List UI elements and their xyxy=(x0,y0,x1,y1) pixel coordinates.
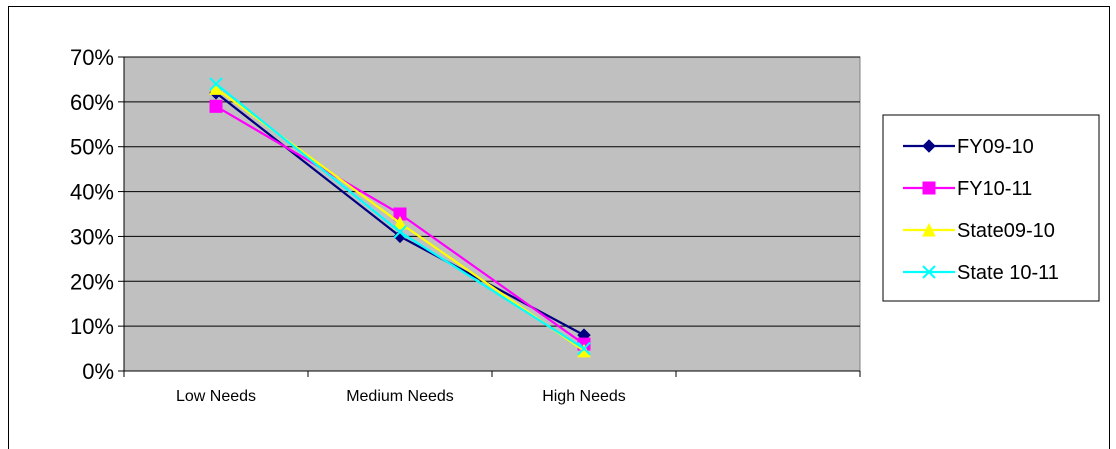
y-tick-label: 60% xyxy=(70,90,114,115)
data-point xyxy=(209,77,223,91)
y-tick-label: 20% xyxy=(70,269,114,294)
chart-frame xyxy=(8,6,1110,449)
legend: FY09-10 FY10-11 State09-10 State 10-11 xyxy=(882,114,1100,302)
gridlines xyxy=(118,56,860,372)
y-axis-tick-labels: 0% 10% 20% 30% 40% 50% 60% 70% xyxy=(70,45,114,384)
legend-label: State 10-11 xyxy=(957,262,1059,284)
y-tick-label: 0% xyxy=(82,359,114,384)
x-category-label: Low Needs xyxy=(176,388,256,405)
series-group xyxy=(209,77,591,358)
legend-label: FY10-11 xyxy=(957,178,1032,200)
legend-item: State09-10 xyxy=(903,220,1055,242)
legend-label: State09-10 xyxy=(957,220,1055,242)
plot-area xyxy=(123,56,861,372)
y-tick-label: 70% xyxy=(70,45,114,70)
data-point xyxy=(393,225,407,239)
data-point xyxy=(393,215,407,230)
x-axis-category-labels: Low Needs Medium Needs High Needs xyxy=(176,388,626,405)
data-point xyxy=(209,81,223,95)
legend-label: FY09-10 xyxy=(957,136,1034,158)
data-point xyxy=(577,341,591,356)
y-tick-label: 30% xyxy=(70,224,114,249)
series-3 xyxy=(209,77,591,356)
legend-item: State 10-11 xyxy=(903,262,1059,284)
data-point xyxy=(209,99,223,113)
y-tick-label: 10% xyxy=(70,314,114,339)
axes xyxy=(123,57,861,377)
x-category-label: High Needs xyxy=(542,388,626,405)
y-tick-label: 50% xyxy=(70,135,114,160)
legend-item: FY09-10 xyxy=(903,136,1034,158)
y-tick-label: 40% xyxy=(70,180,114,205)
legend-item: FY10-11 xyxy=(903,178,1032,200)
x-category-label: Medium Needs xyxy=(346,388,454,405)
